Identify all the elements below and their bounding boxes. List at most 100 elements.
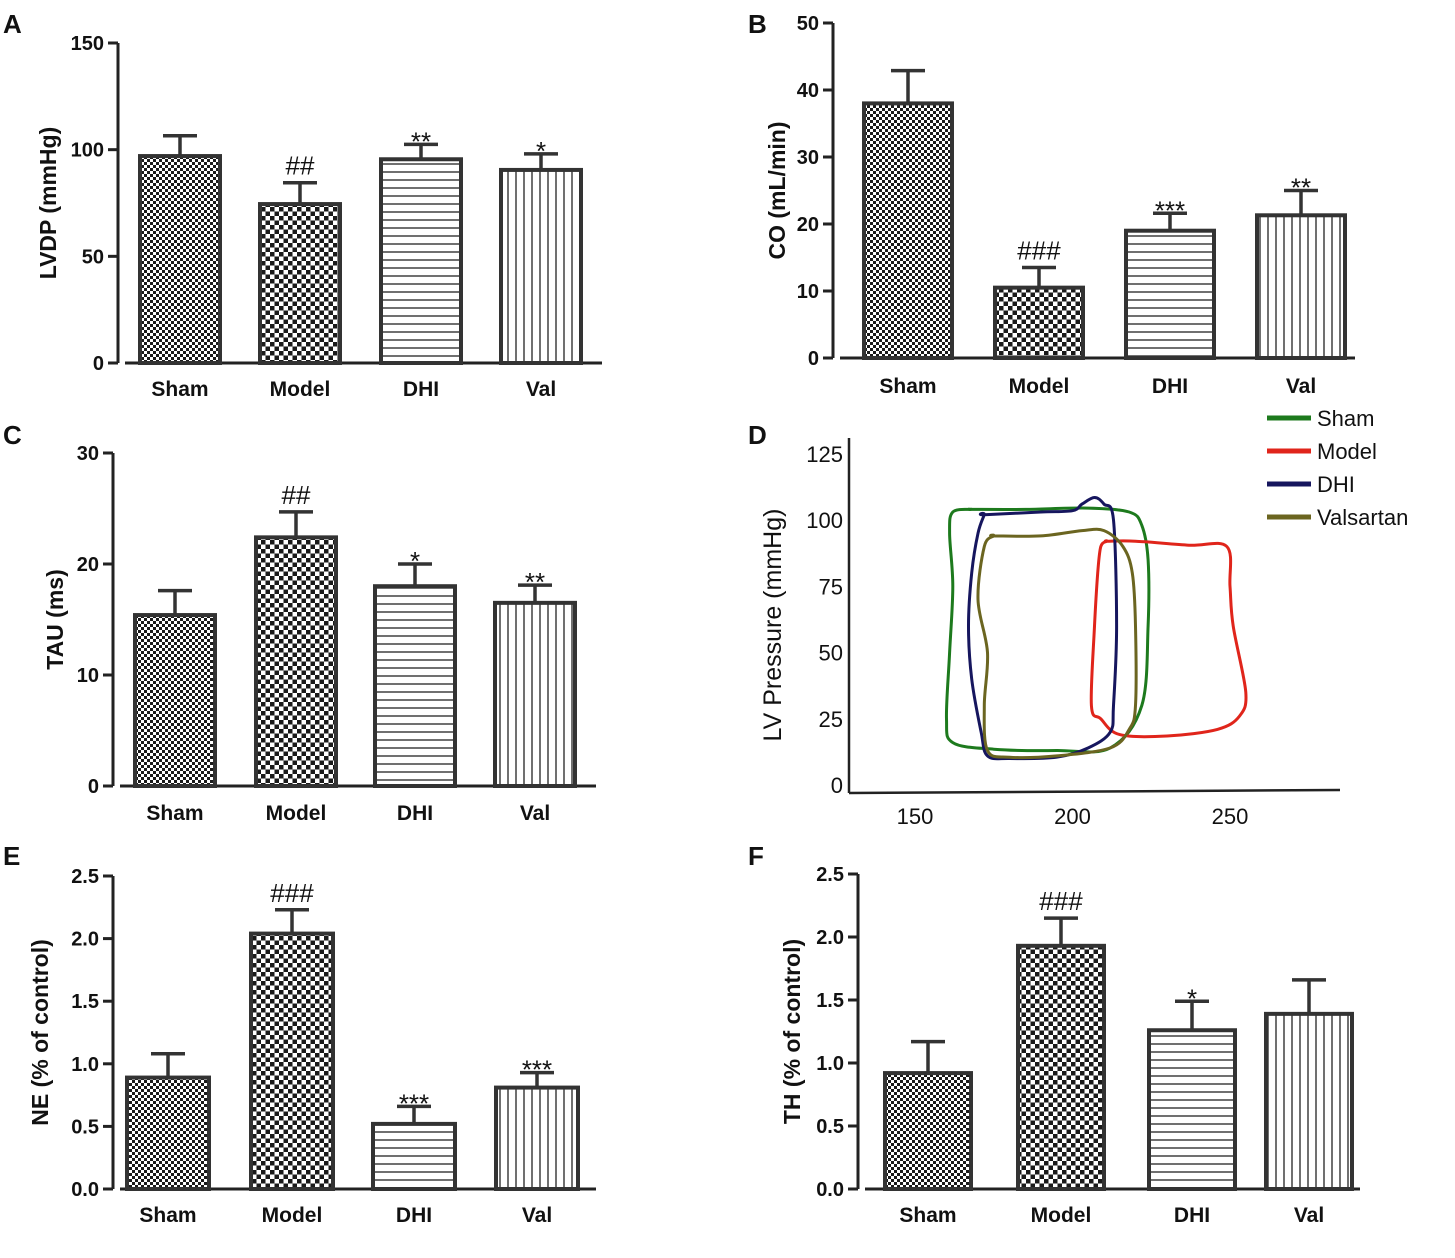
panel-e-y-tick-label: 0.0 bbox=[71, 1179, 99, 1201]
panel-c: C 0 10 20 30 TAU (ms) Sham ## Model * DHI ** Val bbox=[3, 420, 596, 825]
panel-e-bar-model bbox=[249, 931, 335, 1191]
panel-c-category-label-val: Val bbox=[520, 802, 550, 825]
panel-c-category-label-dhi: DHI bbox=[397, 802, 433, 825]
panel-f-category-label-model: Model bbox=[1031, 1204, 1092, 1227]
panel-d-loop-valsartan bbox=[976, 527, 1138, 760]
panel-a-significance-dhi: ** bbox=[411, 126, 431, 156]
panel-f-significance-model: ### bbox=[1039, 886, 1083, 916]
panel-b-y-tick-label: 20 bbox=[797, 214, 819, 236]
panel-c-y-tick-label: 30 bbox=[77, 443, 99, 465]
panel-d-legend-label-sham: Sham bbox=[1317, 406, 1374, 431]
panel-c-category-label-sham: Sham bbox=[146, 802, 203, 825]
panel-b-letter: B bbox=[748, 9, 767, 39]
panel-e-y-tick-label: 2.0 bbox=[71, 929, 99, 951]
panel-d-y-tick-label: 50 bbox=[819, 641, 843, 666]
panel-f-letter: F bbox=[748, 841, 764, 871]
panel-e-bar-dhi bbox=[371, 1121, 457, 1191]
panel-e-y-tick-label: 1.5 bbox=[71, 991, 99, 1013]
panel-b-y-tick-label: 30 bbox=[797, 147, 819, 169]
panel-c-bar-model bbox=[254, 535, 338, 788]
panel-d-legend-label-dhi: DHI bbox=[1317, 472, 1355, 497]
panel-f-y-tick-label: 2.5 bbox=[816, 864, 844, 886]
panel-e-significance-val: *** bbox=[522, 1055, 552, 1085]
panel-d-loop-dhi bbox=[967, 496, 1119, 761]
panel-b-category-label-sham: Sham bbox=[879, 375, 936, 398]
panel-e-y-tick-label: 2.5 bbox=[71, 866, 99, 888]
panel-a-y-tick-label: 0 bbox=[93, 353, 104, 375]
panel-a-category-label-dhi: DHI bbox=[403, 378, 439, 401]
panel-b-significance-dhi: *** bbox=[1155, 195, 1185, 225]
panel-d-loop-model bbox=[1089, 539, 1248, 739]
panel-a-y-axis-title: LVDP (mmHg) bbox=[35, 127, 61, 280]
panel-a-bar-sham bbox=[138, 154, 222, 365]
panel-a-y-tick-label: 150 bbox=[71, 33, 104, 55]
panel-d: D 0 25 50 75 100 125 150 200 250 LV Pressure (mmHg… bbox=[748, 406, 1408, 829]
panel-b-bar-dhi bbox=[1124, 228, 1216, 360]
panel-e-category-label-model: Model bbox=[262, 1204, 323, 1227]
panel-d-y-tick-label: 75 bbox=[819, 574, 843, 599]
panel-f-bar-sham bbox=[883, 1071, 973, 1191]
panel-b-y-tick-label: 40 bbox=[797, 80, 819, 102]
panel-b-category-label-dhi: DHI bbox=[1152, 375, 1188, 398]
panel-b-bar-model bbox=[993, 285, 1085, 360]
panel-a-significance-val: * bbox=[536, 136, 546, 166]
panel-d-y-tick-label: 100 bbox=[806, 508, 843, 533]
panel-f-y-tick-label: 1.5 bbox=[816, 990, 844, 1012]
panel-a-y-tick-label: 50 bbox=[82, 246, 104, 268]
panel-e-y-tick-label: 0.5 bbox=[71, 1116, 99, 1138]
panel-a-category-label-model: Model bbox=[270, 378, 331, 401]
panel-e-letter: E bbox=[3, 841, 20, 871]
panel-e-significance-dhi: *** bbox=[399, 1088, 429, 1118]
panel-f-y-tick-label: 2.0 bbox=[816, 927, 844, 949]
panel-d-legend-label-model: Model bbox=[1317, 439, 1377, 464]
panel-a-category-label-val: Val bbox=[526, 378, 556, 401]
panel-b-significance-model: ### bbox=[1017, 236, 1061, 266]
panel-b-category-label-model: Model bbox=[1009, 375, 1070, 398]
panel-d-x-tick-label: 200 bbox=[1054, 804, 1091, 829]
panel-c-y-tick-label: 20 bbox=[77, 554, 99, 576]
panel-d-y-tick-label: 0 bbox=[831, 773, 843, 798]
panel-c-letter: C bbox=[3, 420, 22, 450]
panel-e: E 0.0 0.5 1.0 1.5 2.0 2.5 NE (% of control) Sham… bbox=[3, 841, 596, 1227]
panel-d-loop-sham bbox=[944, 506, 1151, 754]
panel-b-y-tick-label: 50 bbox=[797, 13, 819, 35]
panel-f-y-tick-label: 1.0 bbox=[816, 1053, 844, 1075]
panel-f-y-axis-title: TH (% of control) bbox=[779, 939, 805, 1124]
panel-f-significance-dhi: * bbox=[1187, 983, 1197, 1013]
panel-c-y-tick-label: 0 bbox=[88, 776, 99, 798]
panel-c-y-tick-label: 10 bbox=[77, 665, 99, 687]
panel-a-bar-val bbox=[499, 167, 583, 365]
panel-b-bar-val bbox=[1255, 213, 1347, 360]
panel-f: F 0.0 0.5 1.0 1.5 2.0 2.5 TH (% of control) Sham… bbox=[748, 841, 1360, 1227]
panel-c-category-label-model: Model bbox=[266, 802, 327, 825]
panel-e-significance-model: ### bbox=[270, 878, 314, 908]
panel-f-category-label-sham: Sham bbox=[899, 1204, 956, 1227]
panel-c-y-axis-title: TAU (ms) bbox=[42, 569, 68, 670]
panel-d-letter: D bbox=[748, 420, 767, 450]
panel-c-bar-sham bbox=[133, 613, 217, 788]
panel-a-significance-model: ## bbox=[286, 151, 315, 181]
panel-d-y-tick-label: 125 bbox=[806, 442, 843, 467]
panel-e-y-axis-title: NE (% of control) bbox=[27, 939, 53, 1126]
panel-e-category-label-val: Val bbox=[522, 1204, 552, 1227]
panel-b-y-axis-title: CO (mL/min) bbox=[764, 122, 790, 260]
panel-a-bar-model bbox=[258, 202, 342, 365]
panel-f-bar-model bbox=[1016, 943, 1106, 1191]
panel-e-category-label-dhi: DHI bbox=[396, 1204, 432, 1227]
panel-b-category-label-val: Val bbox=[1286, 375, 1316, 398]
panel-c-significance-dhi: * bbox=[410, 546, 420, 576]
panel-c-bar-val bbox=[493, 600, 577, 788]
panel-e-bar-val bbox=[494, 1085, 580, 1192]
panel-d-legend-label-valsartan: Valsartan bbox=[1317, 505, 1408, 530]
panel-d-y-axis-title: LV Pressure (mmHg) bbox=[759, 509, 787, 742]
panel-a-y-tick-label: 100 bbox=[71, 140, 104, 162]
panel-c-significance-val: ** bbox=[525, 567, 545, 597]
panel-f-category-label-val: Val bbox=[1294, 1204, 1324, 1227]
panel-f-category-label-dhi: DHI bbox=[1174, 1204, 1210, 1227]
panel-a-letter: A bbox=[3, 9, 22, 39]
panel-c-significance-model: ## bbox=[282, 480, 311, 510]
panel-b-bar-sham bbox=[862, 101, 954, 361]
panel-c-bar-dhi bbox=[373, 584, 457, 789]
